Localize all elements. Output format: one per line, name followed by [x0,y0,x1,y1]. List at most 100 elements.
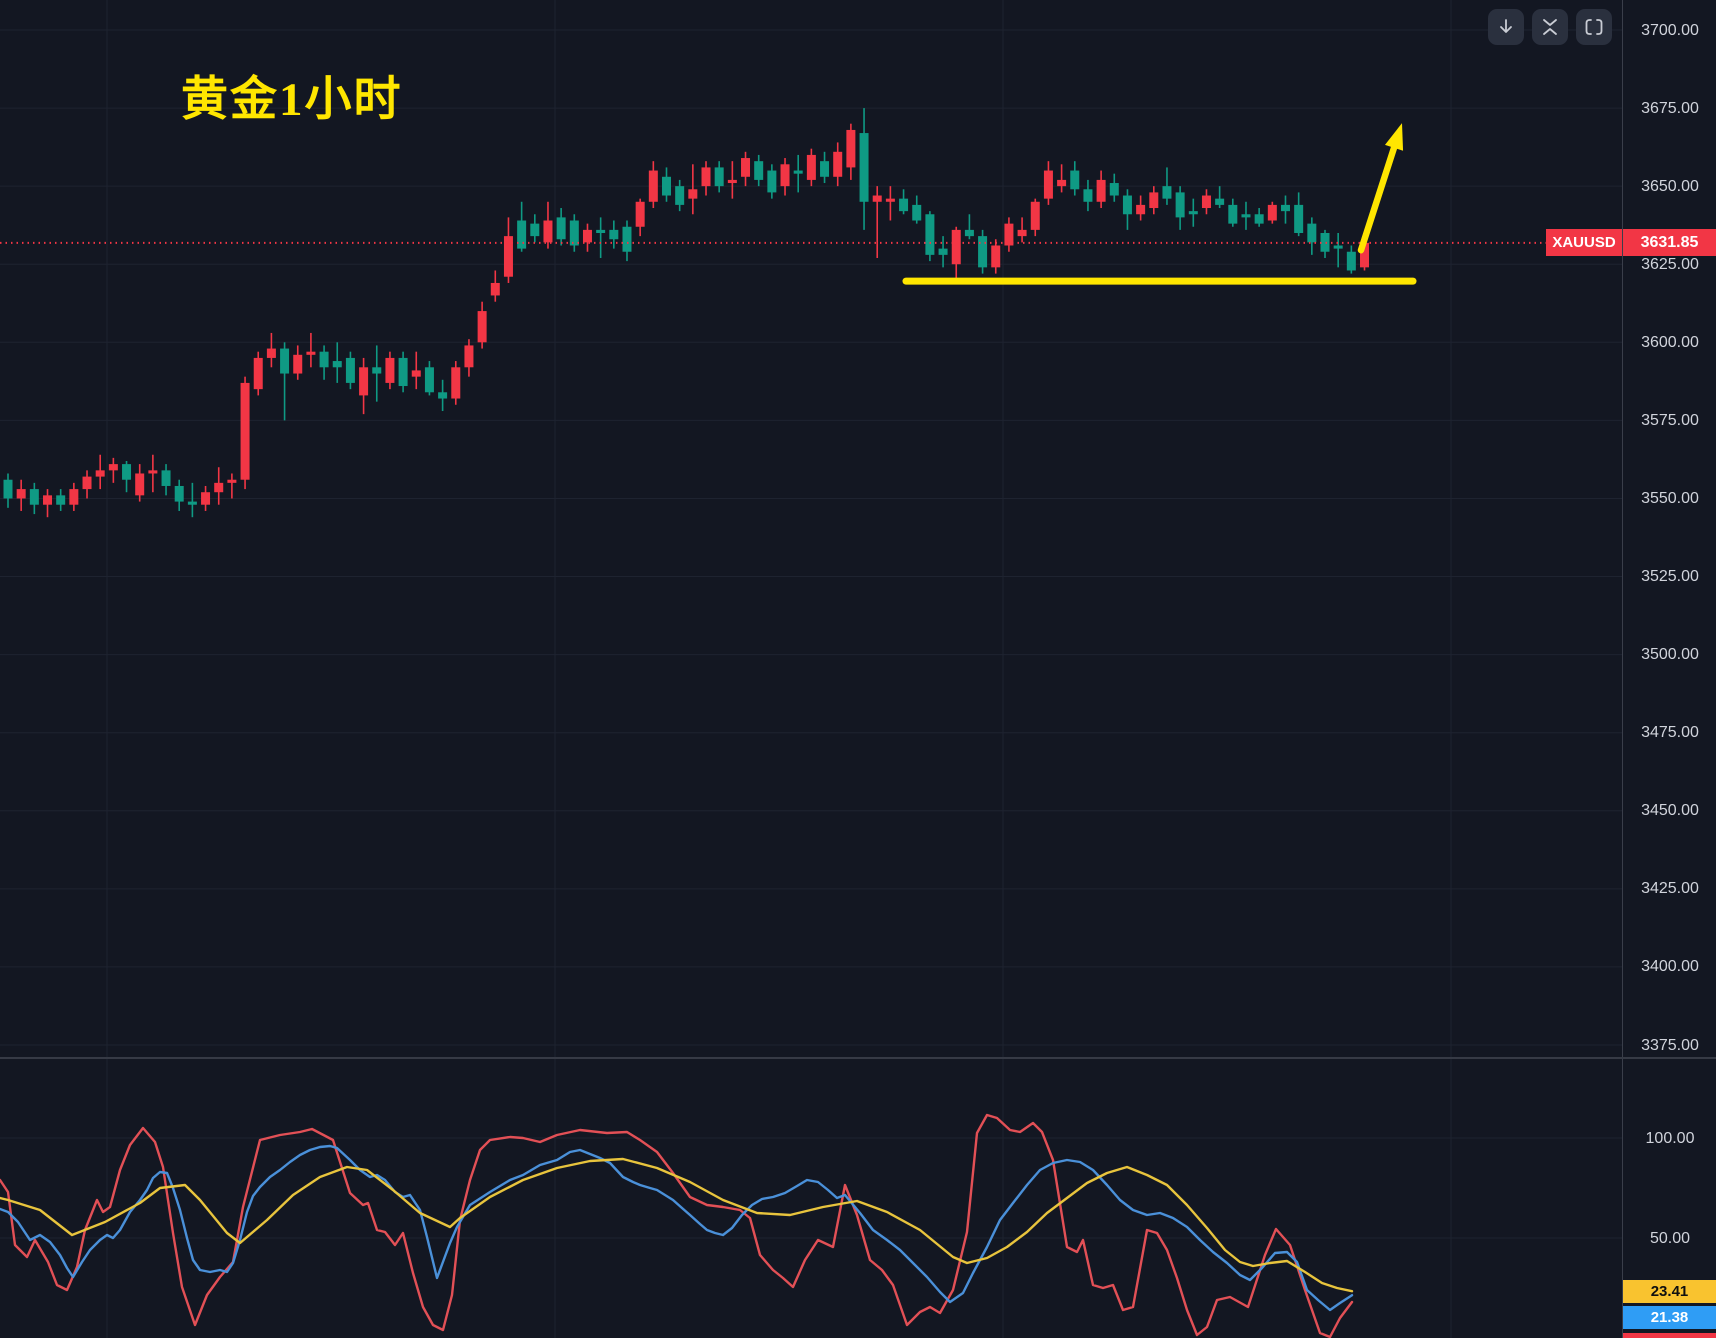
candle-body [56,495,66,505]
candle-body [688,189,698,199]
candle-body [490,282,500,296]
candle-body [187,501,197,505]
candle-body [1175,192,1185,218]
collapse-pane-button[interactable] [1532,9,1568,45]
candle-body [543,220,553,243]
candle-body [846,129,856,168]
candle-body [648,170,658,202]
candle-body [1017,229,1027,237]
oscillator-line-slow [0,1157,1354,1293]
user-drawings[interactable] [902,123,1417,285]
candle-body [662,176,671,196]
maximize-pane-icon [1585,19,1603,35]
candle-body [1228,204,1238,224]
pane-separator[interactable] [0,1057,1716,1059]
candle-body [596,229,606,234]
candle-body [293,354,303,374]
candle-body [451,367,461,399]
price-axis-label: 3525.00 [1641,568,1699,586]
candle-body [1070,170,1080,190]
candle-body [424,367,434,393]
candle-body [978,236,988,268]
candle-body [214,482,224,493]
candle-body [1346,251,1356,271]
candle-body [1122,195,1132,215]
candle-body [859,133,869,202]
price-axis-label: 3700.00 [1641,21,1699,39]
candle-body [1267,204,1277,221]
candle-body [951,229,961,265]
candle-body [820,161,830,177]
indicator-axis-label: 50.00 [1649,1229,1691,1247]
symbol-label: XAUUSD [1552,234,1616,251]
candle-body [29,489,39,505]
candle-body [372,367,382,374]
candle-body [1004,223,1014,246]
indicator-value-badge: 21.38 [1623,1306,1716,1330]
candle-body [438,392,448,399]
price-axis-label: 3475.00 [1641,724,1699,742]
candle-body [359,367,369,396]
price-axis[interactable]: 3700.00 3675.00 3650.00 3625.00 3600.00 3575.… [1622,0,1716,1338]
trend-arrow-head [1384,123,1404,151]
arrow-down-icon [1500,19,1512,33]
candlestick-series [3,108,1370,518]
candle-body [240,382,250,480]
candle-body [964,229,974,237]
trend-arrow-shaft [1357,140,1399,254]
candle-body [411,370,421,377]
last-price-badge: 3631.85 [1623,229,1716,256]
oscillator-line-mid [0,1144,1354,1312]
price-axis-label: 3400.00 [1641,958,1699,976]
candle-body [201,492,211,505]
candle-body [517,220,527,249]
candle-body [1254,214,1264,224]
candle-body [253,357,263,390]
candle-body [69,489,79,505]
collapse-panes-icon [1543,19,1557,35]
candle-body [1096,179,1106,202]
candle-body [1294,204,1304,234]
candle-body [938,248,948,255]
candle-body [754,161,764,180]
candle-body [1320,233,1330,252]
candle-body [503,236,513,277]
candle-body [280,348,290,374]
candle-body [16,489,26,499]
candle-body [266,348,276,358]
oscillator-line-fast [0,1113,1354,1338]
candle-body [899,198,909,212]
price-axis-label: 3375.00 [1641,1036,1699,1054]
candle-body [95,470,105,477]
chart-title-annotation: 黄金1小时 [181,74,403,126]
candle-body [885,198,895,202]
candle-body [332,361,342,368]
oscillator-pane [0,1113,1354,1338]
candle-body [1149,192,1159,209]
candle-body [398,357,408,387]
maximize-pane-button[interactable] [1576,9,1612,45]
candle-body [767,170,777,193]
gridlines [0,0,1622,1338]
candle-body [1043,170,1053,199]
candle-body [1333,245,1343,249]
price-axis-label: 3650.00 [1641,177,1699,195]
candle-body [701,167,711,187]
candle-body [1241,214,1251,218]
indicator-value-badge: 23.41 [1623,1279,1716,1303]
candle-body [582,229,592,243]
candle-body [912,204,922,221]
candle-body [1360,242,1370,268]
candle-body [3,479,13,499]
candle-body [1083,189,1093,202]
scroll-to-recent-button[interactable] [1488,9,1524,45]
candle-body [1215,198,1225,205]
price-axis-label: 3450.00 [1641,802,1699,820]
candle-body [385,357,395,383]
price-axis-label: 3500.00 [1641,646,1699,664]
candle-body [82,476,92,490]
candle-body [741,158,751,177]
indicator-axis-label: 100.00 [1645,1129,1695,1147]
candle-body [477,311,487,343]
